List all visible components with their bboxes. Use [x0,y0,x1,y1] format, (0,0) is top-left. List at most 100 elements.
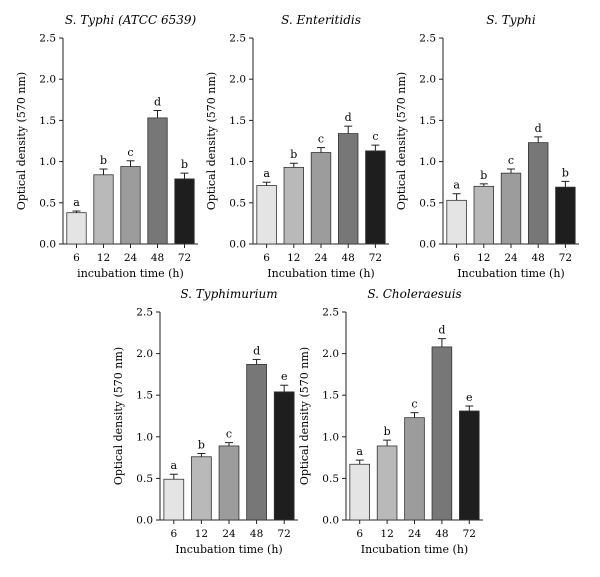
bar [256,185,277,245]
chart-title: S. Choleraesuis [367,287,461,301]
x-tick-label: 72 [178,252,191,264]
y-axis-label: Optical density (570 nm) [298,347,311,485]
significance-letter: b [562,166,569,179]
y-tick-label: 2.0 [419,74,436,86]
x-tick-label: 24 [408,528,422,540]
y-tick-label: 1.0 [322,431,339,443]
y-tick-label: 1.0 [136,431,153,443]
significance-letter: a [263,167,270,180]
bar [246,364,267,521]
chart-panel-3: S. Typhi 0.0 0.5 1.0 1.5 2.0 2.5 Optical densit… [395,13,579,280]
y-tick-label: 2.5 [322,307,339,319]
y-axis-label: Optical density (570 nm) [15,72,28,210]
x-tick-label: 48 [435,528,448,540]
y-tick-label: 0.5 [39,197,56,209]
significance-letter: b [100,154,107,167]
bar [218,445,240,521]
y-tick-label: 0.5 [136,473,153,485]
significance-letter: b [384,425,391,438]
y-tick-label: 0.0 [39,239,56,251]
bar [273,391,295,521]
significance-letter: a [356,445,363,458]
chart-panel-5: S. Choleraesuis 0.0 0.5 1.0 1.5 2.0 2.5 Optical… [298,287,483,556]
y-tick-label: 1.0 [419,156,436,168]
bar [404,417,425,521]
y-axis-label: Optical density (570 nm) [395,72,408,210]
x-tick-label: 12 [287,252,300,264]
significance-letter: e [466,391,473,404]
x-tick-label: 24 [124,252,138,264]
significance-letter: c [127,146,133,159]
bar [365,150,386,245]
chart-title: S. Typhi (ATCC 6539) [65,13,197,27]
bar [500,172,522,245]
significance-letter: c [372,130,378,143]
chart-title: S. Typhi [486,13,536,27]
bar [473,185,494,245]
y-tick-label: 0.0 [229,239,246,251]
bar [163,478,185,521]
x-tick-label: 12 [477,252,490,264]
y-tick-label: 1.5 [136,390,153,402]
significance-letter: c [226,428,232,441]
bar [555,186,576,245]
x-tick-label: 48 [342,252,355,264]
significance-letter: c [508,154,514,167]
significance-letter: a [73,196,80,209]
bar [93,174,114,245]
y-tick-label: 1.0 [229,156,246,168]
x-tick-label: 48 [250,528,263,540]
bar [376,445,398,521]
y-tick-label: 0.5 [322,473,339,485]
y-tick-label: 2.0 [39,74,56,86]
x-tick-label: 6 [453,252,460,264]
chart-panel-2: S. Enteritidis 0.0 0.5 1.0 1.5 2.0 2.5 Optical … [205,13,389,280]
x-tick-label: 12 [380,528,393,540]
chart-title: S. Enteritidis [281,13,361,27]
significance-letter: d [154,96,161,109]
bar [459,410,480,521]
bar [174,178,195,245]
y-tick-label: 2.5 [136,307,153,319]
bar [120,166,141,245]
y-tick-label: 1.5 [419,115,436,127]
significance-letter: c [318,133,324,146]
x-tick-label: 72 [278,528,291,540]
chart-panel-1: S. Typhi (ATCC 6539) 0.0 0.5 1.0 1.5 2.0 2.5 Op… [15,13,198,280]
bar [431,346,453,521]
bar [283,166,304,245]
y-tick-label: 2.5 [39,33,56,45]
y-tick-label: 2.5 [419,33,436,45]
bar [191,456,212,521]
y-tick-label: 0.0 [322,515,339,527]
significance-letter: d [345,111,352,124]
significance-letter: a [453,179,460,192]
chart-panel-4: S. Typhimurium 0.0 0.5 1.0 1.5 2.0 2.5 Optical … [112,287,298,556]
x-tick-label: 48 [151,252,164,264]
bar [66,212,87,245]
significance-letter: b [198,438,205,451]
x-tick-label: 6 [263,252,270,264]
x-tick-label: 12 [195,528,208,540]
x-tick-label: 24 [504,252,518,264]
significance-letter: b [290,148,297,161]
x-tick-label: 72 [559,252,572,264]
significance-letter: c [411,398,417,411]
x-tick-label: 24 [314,252,328,264]
x-tick-label: 6 [356,528,363,540]
x-axis-label: Incubation time (h) [361,543,468,556]
bar [349,463,370,521]
x-axis-label: Incubation time (h) [175,543,282,556]
significance-letter: b [480,169,487,182]
y-tick-label: 0.5 [419,197,436,209]
significance-letter: d [438,324,445,337]
bar [528,142,549,245]
y-tick-label: 1.5 [322,390,339,402]
x-tick-label: 72 [369,252,382,264]
y-axis-label: Optical density (570 nm) [205,72,218,210]
y-axis-label: Optical density (570 nm) [112,347,125,485]
chart-title: S. Typhimurium [180,287,277,301]
y-tick-label: 0.0 [136,515,153,527]
y-tick-label: 0.0 [419,239,436,251]
